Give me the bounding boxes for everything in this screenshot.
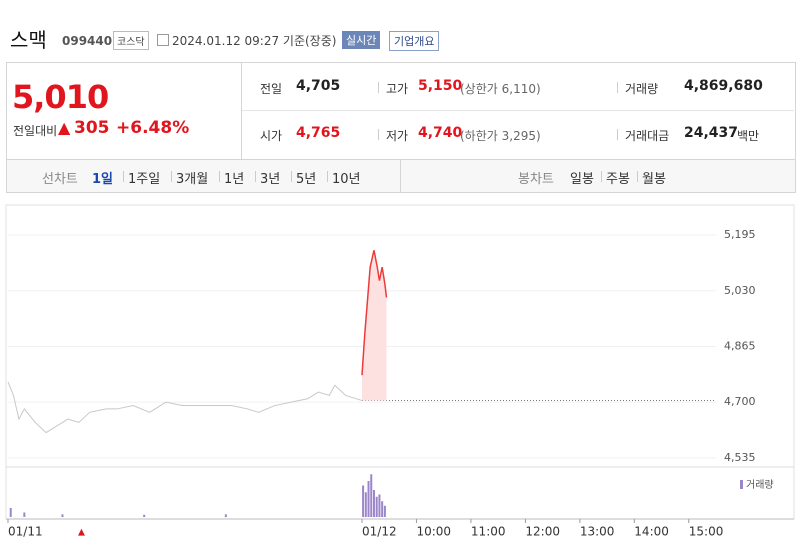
price: 5,010 xyxy=(12,78,109,116)
y-tick-label: 5,195 xyxy=(724,228,756,241)
volume-bar xyxy=(367,481,370,517)
volume-bar xyxy=(143,514,146,517)
volume-bar xyxy=(383,505,386,517)
plot-frame xyxy=(5,204,795,520)
summary-box xyxy=(6,62,796,160)
tab[interactable]: 1일 xyxy=(92,172,114,187)
tab[interactable]: 1년 xyxy=(224,172,245,187)
tab-title: 선차트 xyxy=(42,172,78,187)
y-tick-label: 4,700 xyxy=(724,395,756,408)
volume-bar xyxy=(375,496,378,517)
row-label: 고가 xyxy=(386,82,409,96)
clock-icon xyxy=(157,34,169,46)
row-label: 전일 xyxy=(260,82,283,96)
stock-code: 099440 xyxy=(62,34,113,48)
volume-bar xyxy=(364,492,367,517)
row-value: 24,437 xyxy=(684,125,739,141)
divider xyxy=(241,62,242,159)
stock-name: 스맥 xyxy=(10,28,47,52)
tab[interactable]: 10년 xyxy=(332,172,361,187)
change-label: 전일대비 xyxy=(13,124,58,138)
volume-bar xyxy=(372,490,375,517)
separator xyxy=(378,129,379,140)
row-unit: 백만 xyxy=(737,129,760,143)
area xyxy=(362,250,387,401)
volume-bar xyxy=(370,474,373,517)
row-value: 5,150 xyxy=(418,78,463,94)
tab[interactable]: 3년 xyxy=(260,172,281,187)
volume-bar xyxy=(362,485,365,517)
realtime-btn[interactable]: 실시간 xyxy=(342,31,381,49)
legend-label: 거래량 xyxy=(746,479,774,491)
divider xyxy=(242,110,794,111)
separator xyxy=(378,82,379,93)
separator xyxy=(617,129,618,140)
row-value: 4,705 xyxy=(296,78,341,94)
row-note: (상한가 6,110) xyxy=(460,82,541,96)
volume-bar xyxy=(23,512,26,517)
rate: +6.48% xyxy=(116,118,190,138)
company-btn[interactable]: 기업개요 xyxy=(389,31,440,51)
separator xyxy=(219,171,220,182)
volume-bar xyxy=(224,514,227,517)
market-badge: 코스닥 xyxy=(113,31,149,50)
separator xyxy=(255,171,256,182)
volume-bar xyxy=(378,494,381,517)
line xyxy=(7,381,363,434)
y-tick-label: 5,030 xyxy=(724,284,756,297)
row-value: 4,740 xyxy=(418,125,463,141)
row-label: 저가 xyxy=(386,129,409,143)
x-tick-label: 10:00 xyxy=(416,525,451,539)
x-tick-label: 15:00 xyxy=(689,525,724,539)
separator xyxy=(601,171,602,182)
time: 2024.01.12 09:27 기준(장중) xyxy=(172,34,337,48)
separator xyxy=(123,171,124,182)
tab[interactable]: 주봉 xyxy=(606,172,630,187)
x-tick-label: 14:00 xyxy=(634,525,669,539)
x-tick-label: 01/12 xyxy=(362,525,397,539)
volume-bar xyxy=(61,514,64,517)
tab[interactable]: 1주일 xyxy=(128,172,161,187)
legend-swatch xyxy=(740,480,743,489)
row-label: 거래대금 xyxy=(625,129,670,143)
change: 305 xyxy=(74,118,110,138)
footer-date: 01/11 xyxy=(8,525,43,539)
separator xyxy=(637,171,638,182)
up-icon: ▲ xyxy=(58,118,71,137)
y-tick-label: 4,535 xyxy=(724,451,756,464)
tab-bar xyxy=(6,159,796,193)
separator xyxy=(617,82,618,93)
tab[interactable]: 5년 xyxy=(296,172,317,187)
row-note: (하한가 3,295) xyxy=(460,129,541,143)
line xyxy=(361,250,388,376)
tab[interactable]: 월봉 xyxy=(642,172,666,187)
tab[interactable]: 일봉 xyxy=(570,172,594,187)
volume-bar xyxy=(9,508,12,517)
x-tick-label: 11:00 xyxy=(471,525,506,539)
x-tick-label: 12:00 xyxy=(525,525,560,539)
x-tick-label: 13:00 xyxy=(580,525,615,539)
up-icon: ▲ xyxy=(78,528,85,538)
tab-title: 봉차트 xyxy=(518,172,554,187)
row-label: 거래량 xyxy=(625,82,659,96)
divider xyxy=(400,159,401,193)
row-label: 시가 xyxy=(260,129,283,143)
y-tick-label: 4,865 xyxy=(724,339,756,352)
separator xyxy=(327,171,328,182)
tab[interactable]: 3개월 xyxy=(176,172,209,187)
row-value: 4,869,680 xyxy=(684,78,763,94)
separator xyxy=(171,171,172,182)
row-value: 4,765 xyxy=(296,125,341,141)
separator xyxy=(291,171,292,182)
volume-bar xyxy=(381,501,384,517)
